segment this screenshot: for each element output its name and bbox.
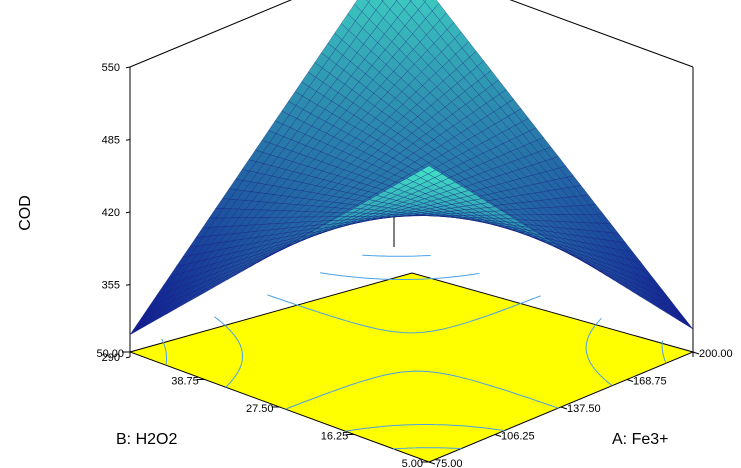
tick-marks xyxy=(122,66,700,465)
x-tick-label: 106.25 xyxy=(501,431,535,443)
x-tick-label: 137.50 xyxy=(567,403,601,415)
z-tick-label: 355 xyxy=(102,280,120,292)
z-tick-label: 420 xyxy=(102,207,120,219)
z-axis-title: COD xyxy=(17,195,34,231)
z-tick xyxy=(125,284,131,286)
z-tick-label: 290 xyxy=(102,352,120,364)
surface-cell xyxy=(421,165,436,174)
response-surface xyxy=(129,0,694,335)
x-tick-label: 200.00 xyxy=(699,348,733,360)
x-tick xyxy=(626,379,634,382)
floor-plane xyxy=(128,272,695,463)
frame-edge xyxy=(509,0,694,68)
x-tick-label: 168.75 xyxy=(633,376,667,388)
contour-lines xyxy=(161,254,667,450)
z-tick-label: 485 xyxy=(102,135,120,147)
y-axis-title: B: H2O2 xyxy=(116,431,177,448)
x-tick xyxy=(494,434,502,437)
surface-cell xyxy=(423,0,427,3)
x-tick xyxy=(428,461,436,465)
z-tick xyxy=(125,139,131,141)
x-tick-label: 75.00 xyxy=(435,458,463,468)
x-axis-title: A: Fe3+ xyxy=(612,431,668,448)
surface-cell xyxy=(366,0,371,3)
y-tick-label: 38.75 xyxy=(171,376,199,388)
x-tick xyxy=(692,351,700,355)
y-tick-label: 50.00 xyxy=(96,348,124,360)
floor-contours xyxy=(161,254,667,450)
z-tick xyxy=(125,66,131,69)
z-tick xyxy=(125,356,131,359)
z-tick xyxy=(125,211,131,214)
frame-edge xyxy=(129,0,293,68)
z-tick-label: 550 xyxy=(102,62,120,74)
y-tick-label: 16.25 xyxy=(321,431,349,443)
y-tick-label: 27.50 xyxy=(246,403,274,415)
y-tick-label: 5.00 xyxy=(402,458,423,468)
tick-labels: 290 355 420 485 550 5.00 16.25 27.50 38.75 50.00 7… xyxy=(96,62,732,468)
floor-polygon xyxy=(128,272,695,463)
x-tick xyxy=(560,406,568,410)
